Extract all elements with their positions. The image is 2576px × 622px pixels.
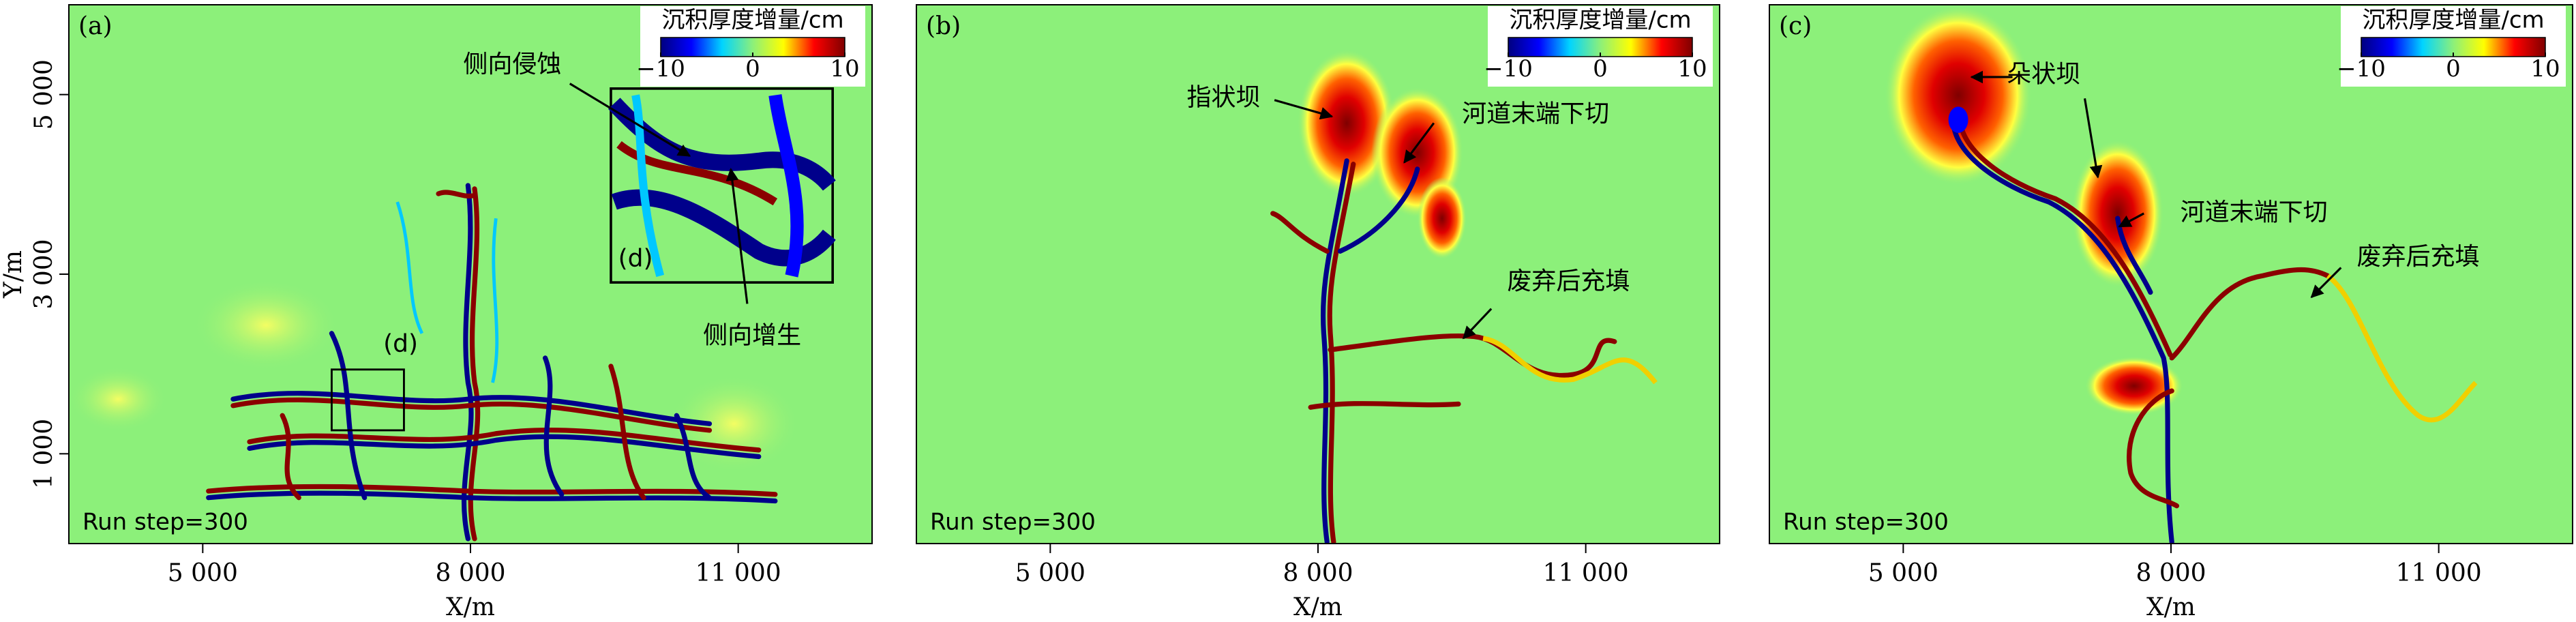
decor-path xyxy=(1957,110,2173,357)
x-tick-label: 8 000 xyxy=(435,559,505,587)
decor-path xyxy=(206,490,778,504)
colorbar-tick-label: −10 xyxy=(1484,55,1533,83)
decor-path xyxy=(2115,216,2153,295)
decor-path xyxy=(542,355,565,497)
annotation: 朵状坝 xyxy=(2007,61,2080,89)
colorbar-tick-label: 0 xyxy=(745,55,760,83)
decor-path xyxy=(2326,273,2478,423)
decor-line xyxy=(2118,212,2144,228)
x-axis-label: X/m xyxy=(1293,593,1343,621)
decor-ellipse xyxy=(1884,5,2033,186)
decor-path xyxy=(247,434,762,460)
decor-path xyxy=(674,413,713,501)
decor-ellipse xyxy=(1297,49,1396,197)
panel-label: (a) xyxy=(78,12,113,40)
decor-path xyxy=(230,397,713,433)
panel-label: (b) xyxy=(926,12,961,40)
decor-line xyxy=(569,83,691,157)
y-axis-label: Y/m xyxy=(0,250,27,299)
colorbar-tick-label: 10 xyxy=(830,55,859,83)
y-tick-label: 5 000 xyxy=(30,59,58,130)
y-tick-label: 1 000 xyxy=(30,419,58,489)
colorbar-tick-label: 0 xyxy=(2446,55,2461,83)
decor-path xyxy=(631,94,665,278)
colorbar-title: 沉积厚度增量/cm xyxy=(661,7,843,34)
decor-path xyxy=(1327,162,1356,544)
annotation: 河道末端下切 xyxy=(1462,100,1609,128)
decor-path xyxy=(1308,401,1461,410)
decor-path xyxy=(436,190,477,199)
decor-path xyxy=(230,391,713,426)
annotation: 指状坝 xyxy=(1186,83,1260,111)
decor-ellipse xyxy=(2084,356,2184,416)
colorbar-title: 沉积厚度增量/cm xyxy=(1509,7,1691,34)
run-label: Run step=300 xyxy=(930,509,1096,536)
y-tick-label: 3 000 xyxy=(30,239,58,309)
x-tick-label: 5 000 xyxy=(1868,559,1938,587)
decor-path xyxy=(616,141,778,206)
decor-path xyxy=(1337,166,1420,254)
decor-line xyxy=(1403,122,1435,164)
run-label: Run step=300 xyxy=(83,509,248,536)
annotation: 废弃后充填 xyxy=(2357,243,2480,271)
colorbar-tick-label: 10 xyxy=(2530,55,2560,83)
decor-path xyxy=(1482,336,1658,385)
decor-path xyxy=(395,201,424,334)
x-tick-label: 8 000 xyxy=(2136,559,2206,587)
decor-path xyxy=(2127,388,2180,509)
decor-path xyxy=(1951,114,2174,544)
annotation: (d) xyxy=(383,330,418,358)
colorbar-title: 沉积厚度增量/cm xyxy=(2362,7,2544,34)
decor-path xyxy=(1320,158,1349,544)
decor-path xyxy=(491,218,499,383)
colorbar-tick-label: −10 xyxy=(636,55,685,83)
decor-line xyxy=(1462,308,1493,340)
annotation: 河道末端下切 xyxy=(2181,198,2328,226)
panel-label: (c) xyxy=(1779,12,1812,40)
decor-path xyxy=(1270,211,1330,254)
decor-line xyxy=(725,168,749,304)
decor-path xyxy=(768,94,804,278)
x-tick-label: 11 000 xyxy=(695,559,781,587)
decor-path xyxy=(280,413,301,501)
decor-line xyxy=(2083,98,2103,179)
x-tick-label: 11 000 xyxy=(1543,559,1629,587)
annotation: 侧向侵蚀 xyxy=(463,50,561,78)
decor-path xyxy=(611,189,836,267)
x-axis-label: X/m xyxy=(446,593,495,621)
decor-path xyxy=(329,331,368,501)
colorbar-tick-label: 10 xyxy=(1677,55,1707,83)
decor-rect xyxy=(330,368,405,432)
annotation: 废弃后充填 xyxy=(1507,267,1630,295)
decor-path xyxy=(247,428,762,453)
decor-g xyxy=(1884,5,2478,544)
run-label: Run step=300 xyxy=(1783,509,1949,536)
x-tick-label: 11 000 xyxy=(2396,559,2482,587)
decor-ellipse xyxy=(1417,177,1467,260)
decor-ellipse xyxy=(192,279,340,372)
decor-line xyxy=(1274,99,1334,120)
decor-path xyxy=(608,98,836,191)
decor-path xyxy=(608,364,646,501)
decor-g xyxy=(1270,49,1658,544)
decor-line xyxy=(2310,267,2342,299)
annotation: (d) xyxy=(618,244,653,272)
colorbar-tick-label: −10 xyxy=(2337,55,2386,83)
decor-path xyxy=(206,484,778,497)
decor-g xyxy=(69,83,836,542)
x-axis-label: X/m xyxy=(2146,593,2196,621)
x-tick-label: 5 000 xyxy=(1015,559,1085,587)
decor-path xyxy=(468,186,481,542)
x-tick-label: 5 000 xyxy=(168,559,238,587)
x-tick-label: 8 000 xyxy=(1283,559,1353,587)
decor-path xyxy=(462,183,474,542)
decor-path xyxy=(2169,267,2331,361)
decor-ellipse xyxy=(69,366,168,432)
annotation: 侧向增生 xyxy=(703,322,801,350)
colorbar-tick-label: 0 xyxy=(1593,55,1608,83)
decor-ellipse xyxy=(1948,106,1968,133)
